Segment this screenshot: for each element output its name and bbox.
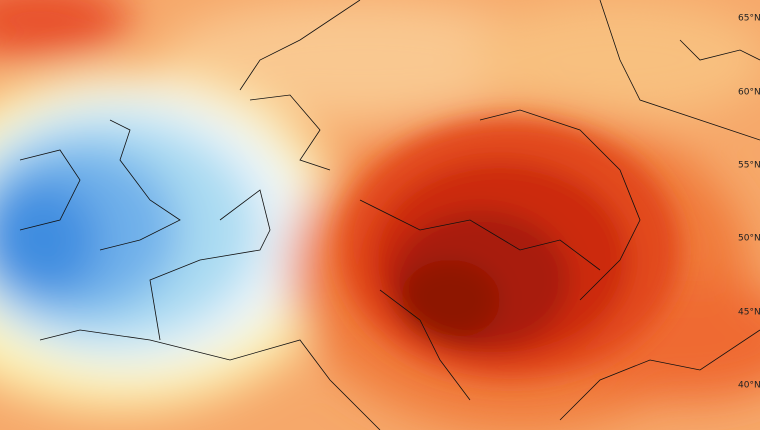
- latitude-label: 65°N: [738, 14, 760, 24]
- latitude-label: 45°N: [738, 308, 760, 318]
- coastlines: [19, 0, 760, 430]
- latitude-labels: 65°N 60°N 55°N 50°N 45°N 40°N: [738, 14, 760, 391]
- latitude-label: 55°N: [738, 161, 760, 171]
- latitude-label: 40°N: [738, 381, 760, 391]
- latitude-label: 60°N: [738, 88, 760, 98]
- latitude-label: 50°N: [738, 234, 760, 244]
